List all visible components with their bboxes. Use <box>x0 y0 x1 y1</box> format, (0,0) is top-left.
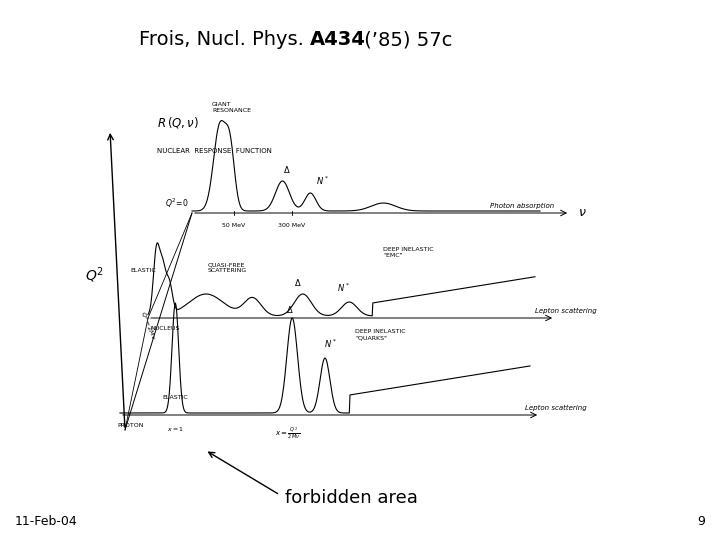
Text: $N^*$: $N^*$ <box>323 338 336 350</box>
Text: forbidden area: forbidden area <box>285 489 418 507</box>
Text: DEEP INELASTIC
"EMC": DEEP INELASTIC "EMC" <box>383 247 433 258</box>
Text: ELASTIC: ELASTIC <box>162 395 188 400</box>
Text: DEEP INELASTIC
"QUARKS": DEEP INELASTIC "QUARKS" <box>355 329 405 340</box>
Text: 9: 9 <box>697 515 705 528</box>
Text: $x=\frac{Q^2}{2M\nu}$: $x=\frac{Q^2}{2M\nu}$ <box>276 425 300 441</box>
Text: GIANT
RESONANCE: GIANT RESONANCE <box>212 102 251 113</box>
Text: $R\,(Q,\nu)$: $R\,(Q,\nu)$ <box>157 115 199 130</box>
Text: $\Delta$: $\Delta$ <box>294 277 302 288</box>
Text: NUCLEAR  RESPONSE  FUNCTION: NUCLEAR RESPONSE FUNCTION <box>157 148 272 154</box>
Text: $Q^2=2M\nu$: $Q^2=2M\nu$ <box>138 309 158 341</box>
Text: ELASTIC: ELASTIC <box>130 268 156 273</box>
Text: Lepton scattering: Lepton scattering <box>535 308 597 314</box>
Text: $N^*$: $N^*$ <box>336 281 349 294</box>
Text: Photon absorption: Photon absorption <box>490 203 554 209</box>
Text: A434: A434 <box>310 30 366 49</box>
Text: QUASI-FREE
SCATTERING: QUASI-FREE SCATTERING <box>208 262 247 273</box>
Text: Frois, Nucl. Phys.: Frois, Nucl. Phys. <box>139 30 310 49</box>
Text: Lepton scattering: Lepton scattering <box>525 405 587 411</box>
Text: $N^*$: $N^*$ <box>315 174 328 187</box>
Text: 11-Feb-04: 11-Feb-04 <box>15 515 78 528</box>
Text: 50 MeV: 50 MeV <box>222 223 246 228</box>
Text: $\Delta$: $\Delta$ <box>286 304 294 315</box>
Text: NUCLEUS: NUCLEUS <box>150 326 179 331</box>
Text: $\Delta$: $\Delta$ <box>283 164 291 175</box>
Text: $\nu$: $\nu$ <box>578 206 587 219</box>
Text: $Q^2$: $Q^2$ <box>86 265 104 285</box>
Text: PROTON: PROTON <box>117 423 143 428</box>
Text: (’85) 57c: (’85) 57c <box>358 30 452 49</box>
Text: $x=1$: $x=1$ <box>166 425 184 433</box>
Text: 300 MeV: 300 MeV <box>279 223 305 228</box>
Text: $Q^2\!=\!0$: $Q^2\!=\!0$ <box>166 197 189 210</box>
